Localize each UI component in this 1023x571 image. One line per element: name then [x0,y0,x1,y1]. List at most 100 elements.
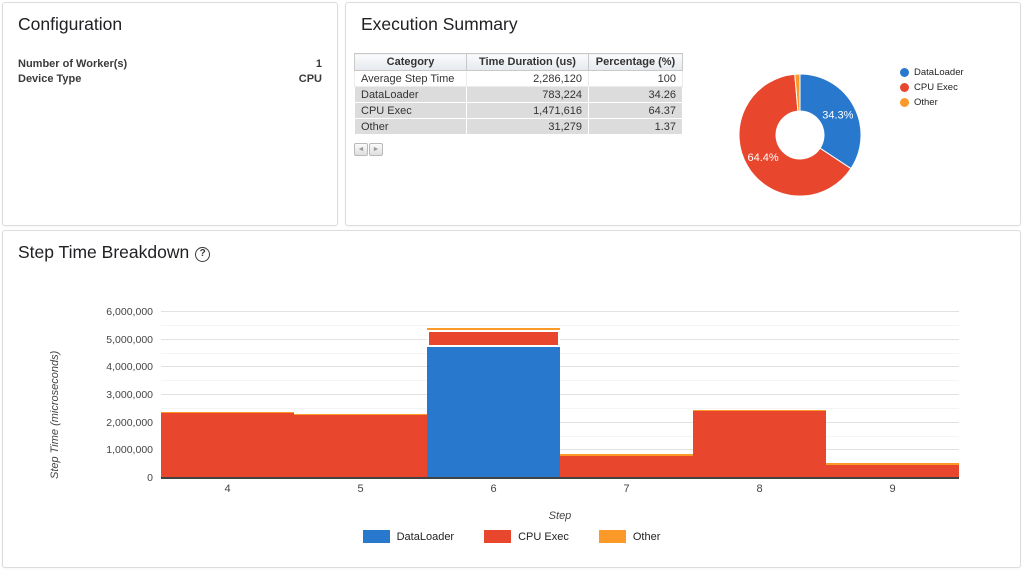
x-tick-label: 6 [490,483,497,495]
y-tick-label: 6,000,000 [106,306,153,318]
gridline-major [161,338,959,340]
table-row[interactable]: Average Step Time 2,286,120 100 [354,70,683,87]
bar-chart-legend: DataLoader CPU Exec Other [3,530,1020,543]
help-icon[interactable]: ? [195,247,211,262]
table-cell: 783,224 [466,86,589,103]
pager-next-button[interactable]: ► [369,143,383,156]
gridline-major [161,421,959,423]
config-row-workers: Number of Worker(s) 1 [3,56,337,71]
pie-slice-cpu-exec[interactable] [738,73,852,197]
gridline-minor [161,352,959,354]
pie-slice-label: 64.4% [747,152,778,164]
x-tick-label: 5 [357,483,364,495]
step-time-breakdown-card: Step Time Breakdown? Step Time (microsec… [2,230,1021,568]
configuration-card: Configuration Number of Worker(s) 1 Devi… [2,2,338,226]
pie-legend: DataLoader CPU Exec Other [900,67,964,112]
config-value-device: CPU [298,72,322,85]
x-tick-label: 4 [224,483,231,495]
x-tick-label: 7 [623,483,630,495]
bar-segment-cpu-exec-step-9[interactable] [826,464,959,477]
table-row[interactable]: Other 31,279 1.37 [354,118,683,135]
bar-segment-other-step-6[interactable] [427,328,560,330]
x-axis-title: Step [548,510,572,522]
pie-slice-dataloader[interactable] [799,73,862,170]
pie-legend-label: Other [914,97,938,108]
bar-segment-other-step-4[interactable] [161,411,294,414]
configuration-title: Configuration [18,14,123,34]
pie-legend-item-cpu-exec: CPU Exec [900,82,964,93]
y-axis-ticks: 0 1,000,000 2,000,000 3,000,000 4,000,000 5,0… [61,306,153,484]
y-axis-title: Step Time (microseconds) [49,350,61,479]
gridline-major [161,394,959,395]
legend-swatch-icon [598,530,626,543]
bar-segment-other-step-7[interactable] [560,454,693,456]
table-pager: ◄ ► [354,138,384,156]
execution-summary-table: Category Time Duration (us) Percentage (%)… [354,53,683,135]
legend-dot-icon [900,68,909,77]
bar-segment-other-step-9[interactable] [826,463,959,465]
bar-segment-other-step-8[interactable] [693,409,826,412]
table-row[interactable]: DataLoader 783,224 34.26 [354,86,683,103]
bar-segment-cpu-exec-step-8[interactable] [693,411,826,477]
bar-legend-item-other: Other [598,530,661,543]
bar-segment-cpu-exec-step-5[interactable] [294,415,427,477]
bar-segment-dataloader-step-6[interactable] [427,346,560,477]
config-label-device: Device Type [18,72,82,85]
table-row[interactable]: CPU Exec 1,471,616 64.37 [354,102,683,119]
pager-prev-button[interactable]: ◄ [354,143,368,156]
y-tick-label: 1,000,000 [106,444,153,457]
step-time-chart-plot [161,311,959,479]
table-cell: Other [354,118,467,135]
legend-dot-icon [900,83,909,92]
y-tick-label: 5,000,000 [106,333,153,346]
config-label-workers: Number of Worker(s) [18,57,128,70]
summary-column-header[interactable]: Time Duration (us) [466,53,589,71]
legend-dot-icon [900,98,909,107]
table-cell: CPU Exec [354,102,467,119]
table-cell: 64.37 [588,102,683,119]
pie-chart: 34.3% 64.4% [738,73,862,197]
pie-legend-item-dataloader: DataLoader [900,67,964,78]
table-cell: Average Step Time [354,70,467,87]
x-tick-label: 8 [756,483,763,495]
step-time-breakdown-title-text: Step Time Breakdown [18,242,190,262]
config-value-workers: 1 [315,57,322,70]
pie-legend-label: CPU Exec [914,82,958,93]
summary-column-header[interactable]: Category [354,53,467,71]
pie-legend-item-other: Other [900,97,964,108]
bar-segment-cpu-exec-step-7[interactable] [560,455,693,477]
pie-legend-label: DataLoader [914,67,964,78]
bar-segment-cpu-exec-step-4[interactable] [161,413,294,477]
bar-legend-label: Other [632,530,661,543]
table-cell: 31,279 [466,118,589,135]
y-tick-label: 2,000,000 [106,416,153,429]
bar-legend-item-dataloader: DataLoader [362,530,454,543]
gridline-major [161,366,959,368]
configuration-rows: Number of Worker(s) 1 Device Type CPU [3,56,337,86]
step-time-breakdown-title: Step Time Breakdown? [18,242,211,263]
summary-table-header-row: Category Time Duration (us) Percentage (%) [354,53,683,71]
x-tick-label: 9 [889,483,896,495]
y-tick-label: 3,000,000 [106,389,153,401]
gridline-major [161,311,959,312]
gridline-minor [161,324,959,326]
execution-summary-card: Execution Summary Category Time Duration … [345,2,1021,226]
bar-segment-other-step-5[interactable] [294,413,427,416]
bar-legend-label: CPU Exec [518,530,569,543]
table-cell: 2,286,120 [466,70,589,87]
legend-swatch-icon [362,530,390,543]
execution-summary-title: Execution Summary [361,14,518,34]
table-cell: 34.26 [588,86,683,103]
gridline-major [161,449,959,451]
summary-column-header[interactable]: Percentage (%) [588,53,683,71]
table-cell: 1,471,616 [466,102,589,119]
y-tick-label: 0 [147,472,153,484]
pie-slice-other[interactable] [794,73,801,112]
table-cell: 100 [588,70,683,87]
gridline-minor [161,380,959,382]
legend-swatch-icon [484,530,512,543]
table-cell: DataLoader [354,86,467,103]
bar-segment-cpu-exec-step-6[interactable] [427,329,560,347]
table-cell: 1.37 [588,118,683,135]
x-axis-ticks: 4 5 6 7 8 9 [161,483,959,497]
